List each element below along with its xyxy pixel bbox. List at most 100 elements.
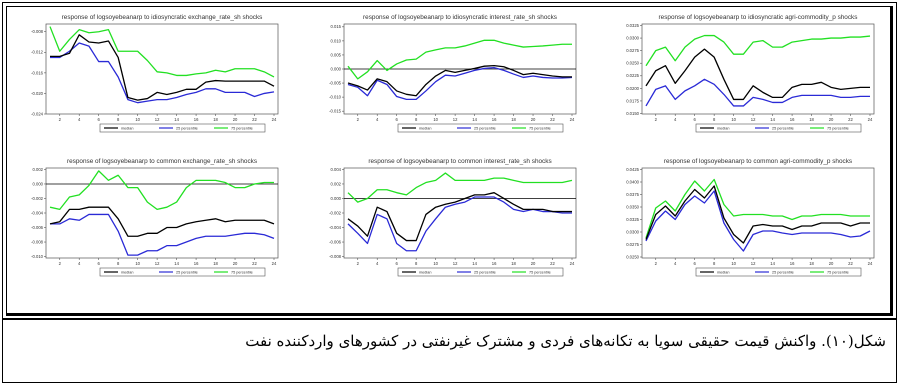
x-tick-label: 6 [694,261,697,266]
legend-label: 25 percentile [772,127,794,131]
series-line-median [50,34,275,101]
legend-label: median [717,271,729,275]
y-tick-label: 0.000 [331,66,342,71]
x-tick-label: 2 [357,117,360,122]
y-tick-label: 0.0300 [626,229,639,234]
chart-title: response of logsoyebeanarp to common agr… [664,158,852,165]
chart-title: response of logsoyebeanarp to common exc… [67,158,257,165]
x-tick-label: 8 [415,117,418,122]
y-tick-label: 0.0175 [626,98,639,103]
x-tick-label: 18 [511,261,516,266]
x-tick-label: 14 [472,117,477,122]
legend-label: 25 percentile [772,271,794,275]
chart-svg: response of logsoyebeanarp to idiosyncra… [329,14,577,133]
panel-common-exchange-rate: response of logsoyebeanarp to common exc… [14,154,284,294]
y-tick-label: 0.0325 [626,217,639,222]
series-line-median [347,192,572,242]
x-tick-label: 12 [453,117,458,122]
x-tick-label: 2 [357,261,360,266]
x-tick-label: 12 [751,261,756,266]
x-tick-label: 18 [213,261,218,266]
legend-label: 75 percentile [231,127,253,131]
chart-title: response of logsoyebeanarp to idiosyncra… [363,14,557,21]
x-tick-label: 6 [694,117,697,122]
x-tick-label: 4 [674,117,677,122]
series-line-p75 [645,34,871,67]
x-tick-label: 22 [848,261,853,266]
x-tick-label: 14 [174,261,179,266]
x-tick-label: 10 [731,261,736,266]
y-tick-label: 0.0275 [626,48,639,53]
y-tick-label: -0.016 [31,70,44,75]
figure-box [6,6,893,316]
x-tick-label: 24 [570,261,575,266]
x-tick-label: 18 [809,117,814,122]
chart-title: response of logsoyebeanarp to idiosyncra… [659,14,858,21]
legend-label: median [419,271,431,275]
x-tick-label: 2 [59,261,62,266]
legend-label: 75 percentile [827,127,849,131]
chart-title: response of logsoyebeanarp to idiosyncra… [62,14,263,21]
x-tick-label: 20 [531,117,536,122]
y-tick-label: 0.0150 [626,111,639,116]
panel-idiosyncratic-interest-rate: response of logsoyebeanarp to idiosyncra… [312,10,582,150]
x-tick-label: 2 [655,117,658,122]
series-line-p75 [347,39,572,80]
x-tick-label: 10 [135,117,140,122]
y-tick-label: 0.0225 [626,73,639,78]
y-tick-label: 0.0350 [626,204,639,209]
plot-area [641,23,875,115]
y-tick-label: 0.0250 [626,61,639,66]
x-tick-label: 20 [829,117,834,122]
chart-svg: response of logsoyebeanarp to common int… [329,158,577,277]
x-tick-label: 24 [272,261,277,266]
x-tick-label: 2 [655,261,658,266]
x-tick-label: 24 [868,261,873,266]
legend-box [99,267,266,277]
y-tick-label: -0.006 [329,239,342,244]
x-tick-label: 14 [174,117,179,122]
series-line-median [645,48,870,101]
chart-svg: response of logsoyebeanarp to idiosyncra… [626,14,875,133]
legend-label: median [121,127,133,131]
chart-svg: response of logsoyebeanarp to idiosyncra… [31,14,279,133]
chart-svg: response of logsoyebeanarp to common exc… [31,158,279,277]
y-tick-label: -0.008 [31,239,44,244]
legend-label: 25 percentile [176,127,198,131]
y-tick-label: 0.000 [33,181,44,186]
x-tick-label: 14 [472,261,477,266]
series-line-p75 [347,172,573,203]
x-tick-label: 8 [415,261,418,266]
y-tick-label: -0.004 [31,210,44,215]
series-line-median [49,206,275,237]
x-tick-label: 16 [790,117,795,122]
y-tick-label: -0.020 [31,91,44,96]
series-line-p75 [49,170,274,211]
series-line-p75 [49,26,275,78]
x-tick-label: 16 [194,117,199,122]
x-tick-label: 4 [78,261,81,266]
x-tick-label: 8 [117,117,120,122]
y-tick-label: 0.002 [33,167,44,172]
x-tick-label: 12 [155,261,160,266]
chart-svg: response of logsoyebeanarp to common agr… [626,158,875,277]
x-tick-label: 22 [252,261,257,266]
series-line-p75 [645,178,870,239]
y-tick-label: 0.0375 [626,192,639,197]
y-tick-label: 0.0300 [626,35,639,40]
x-tick-label: 4 [674,261,677,266]
series-line-p25 [347,66,573,101]
y-tick-label: 0.0400 [626,179,639,184]
plot-area [45,23,279,115]
x-tick-label: 14 [770,117,775,122]
legend-label: median [121,271,133,275]
legend-box [397,123,564,133]
legend-label: 75 percentile [231,271,253,275]
x-tick-label: 8 [713,117,716,122]
x-tick-label: 12 [453,261,458,266]
x-tick-label: 22 [848,117,853,122]
y-tick-label: -0.005 [329,80,342,85]
x-tick-label: 20 [233,261,238,266]
y-tick-label: -0.024 [31,111,44,116]
figure-caption: شکل(۱۰). واکنش قیمت حقیقی سویا به تکانه‌… [245,332,886,350]
